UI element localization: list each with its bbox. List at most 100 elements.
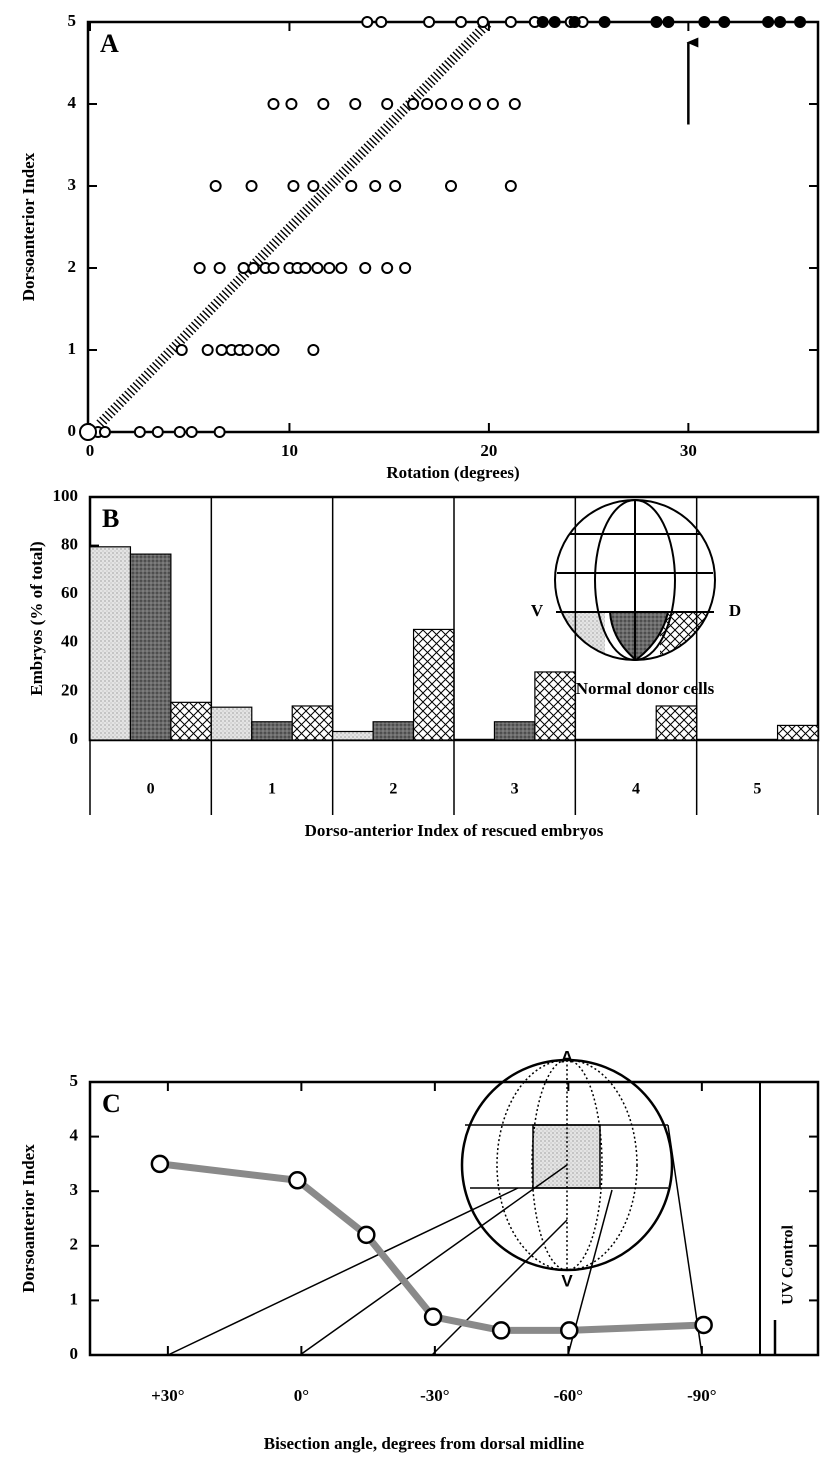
y-tick-label: 60	[61, 583, 78, 602]
data-point	[698, 16, 711, 28]
data-point	[267, 262, 280, 274]
y-tick-label: 0	[68, 421, 77, 440]
y-tick-label: 4	[68, 93, 77, 112]
data-point	[423, 1307, 443, 1327]
data-point	[381, 262, 394, 274]
bar	[655, 705, 698, 741]
data-point	[694, 1315, 713, 1335]
data-point	[375, 16, 388, 28]
data-point	[421, 98, 434, 110]
data-point	[335, 262, 348, 274]
data-point	[504, 16, 517, 28]
y-tick-label: 0	[70, 729, 79, 748]
data-point	[245, 180, 258, 192]
data-point	[98, 426, 111, 438]
data-point	[299, 262, 312, 274]
inset-label: D	[729, 601, 741, 620]
bar	[291, 705, 334, 741]
data-point	[317, 98, 330, 110]
data-point	[381, 98, 394, 110]
data-point	[423, 16, 436, 28]
inset-label: V	[561, 1271, 573, 1290]
x-tick-label: 20	[480, 441, 497, 460]
data-point	[185, 426, 198, 438]
data-point	[468, 98, 481, 110]
panel-label: A	[100, 29, 119, 58]
data-point	[536, 16, 549, 28]
y-tick-label: 1	[70, 1289, 79, 1308]
x-tick-label: 0	[86, 441, 95, 460]
data-point	[173, 426, 186, 438]
data-point	[476, 16, 489, 28]
y-tick-label: 4	[70, 1126, 79, 1145]
y-tick-label: 40	[61, 632, 78, 651]
bar	[129, 553, 172, 741]
data-point	[504, 180, 517, 192]
data-point	[389, 180, 402, 192]
y-tick-label: 20	[61, 680, 78, 699]
data-point	[598, 16, 611, 28]
bar	[170, 701, 212, 741]
x-axis-title: Dorso-anterior Index of rescued embryos	[305, 821, 604, 840]
data-point	[255, 344, 268, 356]
data-point	[247, 262, 260, 274]
data-point	[568, 16, 581, 28]
x-tick-label: 5	[753, 781, 761, 798]
y-axis-title: Embryos (% of total)	[27, 541, 46, 695]
x-tick-label: 0	[147, 781, 155, 798]
data-point	[445, 180, 458, 192]
data-point	[237, 262, 250, 274]
data-point	[241, 344, 254, 356]
data-point	[435, 98, 448, 110]
data-point	[454, 16, 467, 28]
data-point	[213, 262, 226, 274]
data-point	[718, 16, 731, 28]
data-point	[311, 262, 324, 274]
x-tick-label: 4	[632, 781, 640, 798]
data-point	[650, 16, 663, 28]
data-point	[151, 426, 164, 438]
data-point	[486, 98, 499, 110]
data-point	[345, 180, 358, 192]
data-point	[267, 344, 280, 356]
data-point	[287, 180, 300, 192]
data-point	[133, 426, 146, 438]
data-point	[560, 1321, 579, 1340]
y-tick-label: 3	[68, 175, 77, 194]
data-point	[215, 344, 228, 356]
x-tick-label: 2	[389, 781, 397, 798]
inset-label: V	[531, 601, 544, 620]
bar	[332, 730, 374, 741]
y-tick-label: 100	[53, 486, 79, 505]
data-point	[794, 16, 807, 28]
y-axis-title: Dorsoanterior Index	[19, 152, 38, 301]
x-tick-label: -90°	[687, 1386, 716, 1405]
bar	[251, 721, 293, 741]
x-tick-label: -60°	[554, 1386, 583, 1405]
globe-c	[167, 1058, 777, 1356]
control-label: UV Control	[780, 1225, 797, 1305]
data-point	[288, 1171, 307, 1190]
panel-label: C	[102, 1089, 121, 1118]
y-axis-title: Dorsoanterior Index	[19, 1144, 38, 1293]
bar	[372, 721, 415, 741]
data-point	[508, 98, 521, 110]
y-tick-label: 2	[68, 257, 77, 276]
data-point	[359, 262, 372, 274]
data-point	[491, 1321, 511, 1340]
data-point	[150, 1154, 170, 1174]
panel-label: B	[102, 504, 119, 533]
data-point	[79, 423, 97, 441]
y-tick-label: 5	[68, 11, 77, 30]
x-tick-label: -30°	[420, 1386, 449, 1405]
x-tick-label: 3	[511, 781, 519, 798]
x-tick-label: 10	[281, 441, 298, 460]
y-tick-label: 3	[70, 1180, 79, 1199]
x-tick-label: +30°	[151, 1386, 185, 1405]
plot-frame	[88, 1080, 820, 1357]
y-tick-label: 80	[61, 535, 78, 554]
data-point	[267, 98, 280, 110]
data-point	[307, 180, 320, 192]
data-point	[175, 344, 188, 356]
